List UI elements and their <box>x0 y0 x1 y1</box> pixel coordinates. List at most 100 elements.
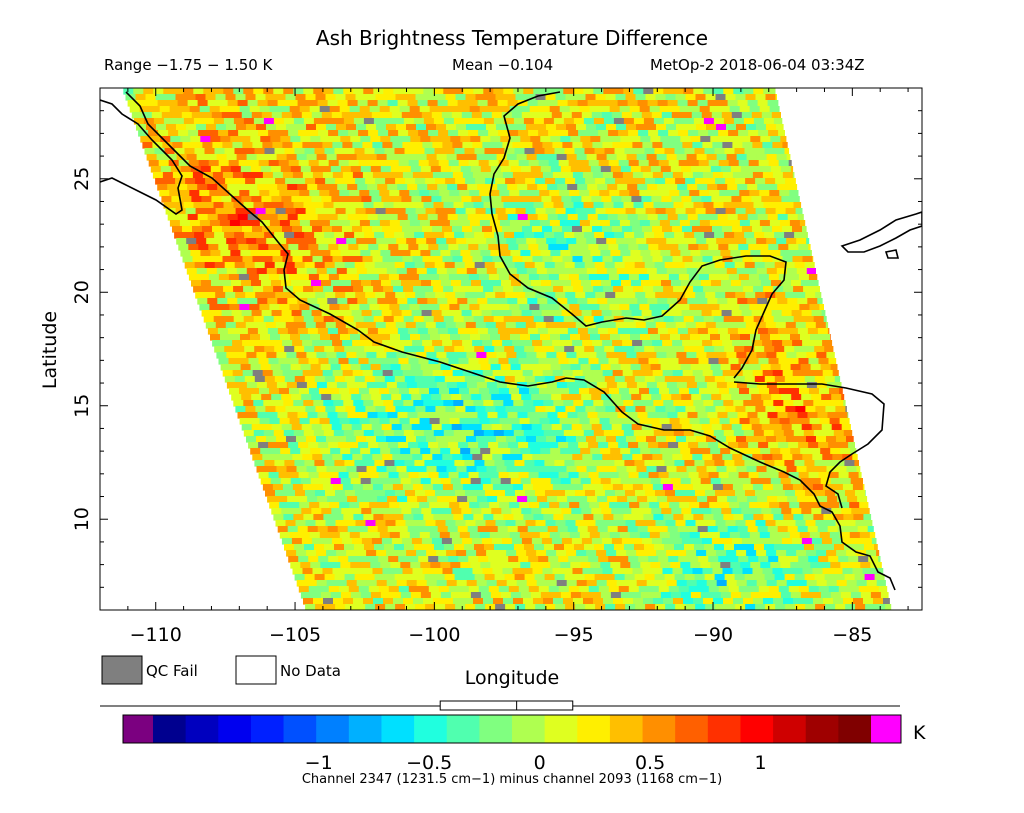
swath-pixel <box>723 88 734 95</box>
swath-pixel <box>309 502 320 509</box>
swath-pixel <box>333 430 345 437</box>
swath-pixel <box>338 274 350 281</box>
swath-pixel <box>642 256 654 263</box>
swath-pixel <box>471 538 483 545</box>
swath-pixel <box>562 172 574 179</box>
swath-pixel <box>792 256 804 263</box>
swath-pixel <box>193 286 204 293</box>
swath-pixel <box>610 136 621 143</box>
swath-pixel <box>802 370 814 377</box>
swath-pixel <box>403 400 414 407</box>
swath-pixel <box>486 352 497 359</box>
swath-pixel <box>580 562 591 569</box>
swath-pixel <box>533 400 544 407</box>
swath-pixel <box>756 382 768 389</box>
swath-pixel <box>199 190 210 197</box>
swath-pixel <box>305 292 316 299</box>
swath-pixel <box>242 172 254 179</box>
swath-pixel <box>681 310 693 317</box>
swath-pixel <box>766 154 778 161</box>
swath-pixel <box>570 334 581 341</box>
swath-pixel <box>818 358 830 365</box>
swath-pixel <box>686 124 697 131</box>
swath-pixel <box>580 364 592 371</box>
swath-pixel <box>549 106 561 113</box>
swath-pixel <box>694 376 706 383</box>
swath-pixel <box>749 502 760 509</box>
swath-pixel <box>462 340 473 347</box>
swath-pixel <box>743 118 755 125</box>
swath-pixel <box>774 376 786 383</box>
swath-pixel <box>267 214 279 221</box>
swath-pixel <box>395 208 407 215</box>
swath-pixel <box>673 316 685 323</box>
swath-pixel <box>792 370 804 377</box>
swath-pixel <box>327 412 339 419</box>
swath-pixel <box>343 202 355 209</box>
swath-pixel <box>737 328 749 335</box>
swath-pixel <box>601 112 613 119</box>
swath-pixel <box>329 502 340 509</box>
swath-pixel <box>519 106 531 113</box>
swath-pixel <box>493 88 504 95</box>
swath-pixel <box>409 502 420 509</box>
swath-pixel <box>795 406 806 413</box>
swath-pixel <box>606 436 617 443</box>
swath-pixel <box>457 214 469 221</box>
swath-pixel <box>466 238 477 245</box>
swath-pixel <box>400 478 412 485</box>
swath-pixel <box>375 178 386 185</box>
swath-pixel <box>506 268 518 275</box>
swath-pixel <box>495 520 507 527</box>
swath-pixel <box>651 538 663 545</box>
swath-pixel <box>656 124 667 131</box>
swath-pixel <box>494 232 505 239</box>
swath-pixel <box>788 274 800 281</box>
swath-pixel <box>603 400 614 407</box>
swath-pixel <box>751 280 762 287</box>
swath-pixel <box>667 526 679 533</box>
swath-pixel <box>729 388 740 395</box>
swath-pixel <box>230 364 242 371</box>
swath-pixel <box>411 508 422 515</box>
swath-pixel <box>527 184 538 191</box>
swath-pixel <box>530 250 541 257</box>
swath-pixel <box>254 460 265 467</box>
swath-pixel <box>270 334 281 341</box>
swath-pixel <box>789 190 799 197</box>
swath-pixel <box>652 484 664 491</box>
swath-pixel <box>226 268 238 275</box>
swath-pixel <box>587 412 599 419</box>
swath-pixel <box>277 100 289 107</box>
swath-pixel <box>371 112 383 119</box>
swath-pixel <box>753 202 765 209</box>
swath-pixel <box>839 532 851 539</box>
swath-pixel <box>730 166 742 173</box>
swath-pixel <box>599 418 611 425</box>
swath-pixel <box>724 232 735 239</box>
swath-pixel <box>362 484 374 491</box>
swath-pixel <box>365 322 377 329</box>
swath-pixel <box>777 526 789 533</box>
swath-pixel <box>210 166 222 173</box>
swath-pixel <box>225 178 236 185</box>
swath-pixel <box>788 244 799 251</box>
swath-pixel <box>715 520 727 527</box>
swath-pixel <box>195 208 207 215</box>
swath-pixel <box>454 460 465 467</box>
swath-pixel <box>557 526 569 533</box>
swath-pixel <box>221 280 232 287</box>
swath-pixel <box>286 154 298 161</box>
swath-pixel <box>648 556 659 563</box>
swath-pixel <box>282 226 293 233</box>
swath-pixel <box>496 154 508 161</box>
swath-pixel <box>561 310 573 317</box>
swath-pixel <box>754 544 765 551</box>
swath-pixel <box>651 424 663 431</box>
swath-pixel <box>769 220 781 227</box>
swath-pixel <box>192 142 203 149</box>
swath-pixel <box>722 454 733 461</box>
swath-pixel <box>458 130 469 137</box>
swath-pixel <box>422 226 433 233</box>
swath-pixel <box>856 466 861 473</box>
